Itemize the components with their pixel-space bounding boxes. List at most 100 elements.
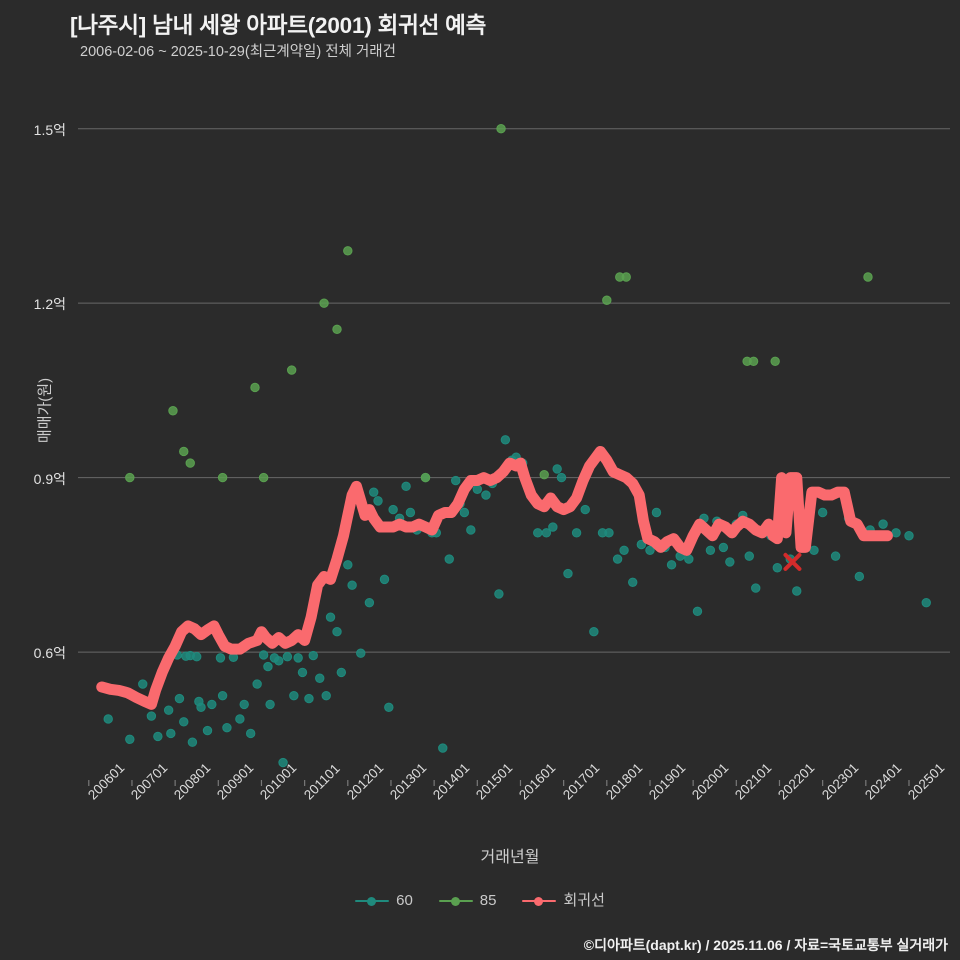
scatter-point-60-41	[332, 627, 342, 637]
scatter-point-60-20	[222, 722, 232, 733]
scatter-point-60-44	[347, 580, 357, 590]
x-marker-stroke-2	[783, 552, 802, 571]
scatter-point-60-39	[321, 690, 331, 701]
scatter-point-60-8	[174, 693, 185, 704]
legend-item-회귀선[interactable]: 회귀선	[522, 892, 605, 909]
legend-item-60[interactable]: 60	[355, 893, 413, 908]
scatter-point-60-68	[494, 589, 504, 599]
page-title: [나주시] 남내 세왕 아파트(2001) 회귀선 예측	[70, 13, 487, 38]
scatter-point-60-110	[792, 586, 802, 596]
scatter-point-60-2	[138, 679, 148, 689]
scatter-point-60-100	[725, 557, 735, 567]
scatter-point-60-47	[369, 487, 379, 497]
scatter-point-60-15	[196, 702, 206, 713]
scatter-point-60-24	[245, 728, 256, 739]
scatter-point-85-21	[863, 272, 873, 282]
scatter-point-60-33	[289, 690, 299, 701]
scatter-point-60-87	[628, 577, 638, 587]
scatter-point-60-1	[125, 734, 135, 744]
scatter-point-60-85	[612, 554, 623, 564]
scatter-point-60-104	[751, 583, 761, 593]
scatter-point-60-34	[293, 653, 303, 663]
legend-swatch-icon	[522, 895, 557, 907]
scatter-point-60-59	[438, 743, 448, 753]
scatter-point-60-48	[373, 496, 383, 506]
scatter-point-85-5	[250, 382, 260, 393]
scatter-point-60-38	[315, 673, 325, 683]
scatter-point-60-35	[297, 667, 308, 678]
scatter-point-60-17	[207, 699, 217, 710]
x-axis-title: 거래년월	[480, 849, 540, 866]
scatter-point-60-82	[589, 627, 599, 637]
scatter-point-60-3	[146, 711, 157, 721]
scatter-point-60-23	[239, 699, 249, 710]
legend-swatch-icon	[355, 895, 390, 907]
scatter-point-60-12	[187, 737, 198, 747]
scatter-point-60-103	[744, 551, 754, 561]
scatter-point-60-46	[364, 597, 375, 608]
scatter-point-60-4	[153, 731, 163, 742]
gridlines	[78, 128, 950, 653]
scatter-point-60-28	[265, 699, 275, 710]
scatter-point-60-95	[692, 606, 703, 617]
scatter-point-85-17	[621, 272, 631, 282]
highlight-x-marker	[783, 552, 802, 571]
scatter-point-85-9	[332, 324, 342, 335]
regression-line	[96, 445, 893, 710]
scatter-point-60-27	[263, 661, 273, 672]
scatter-point-60-64	[466, 525, 476, 535]
scatter-point-85-0	[125, 472, 135, 483]
legend-label: 60	[396, 892, 413, 909]
scatter-point-60-42	[336, 667, 347, 678]
scatter-point-60-107	[772, 563, 783, 573]
scatter-point-60-75	[541, 528, 552, 538]
scatter-point-60-84	[604, 528, 614, 538]
scatter-point-85-6	[258, 472, 269, 483]
scatter-point-60-0	[103, 714, 113, 724]
scatter-point-60-77	[552, 464, 562, 474]
scatter-point-60-113	[817, 507, 828, 518]
scatter-point-60-30	[274, 656, 284, 666]
scatter-point-60-88	[636, 539, 647, 550]
scatter-point-85-19	[748, 356, 759, 367]
scatter-point-85-7	[286, 365, 297, 375]
legend-item-85[interactable]: 85	[438, 893, 496, 908]
chart-legend: 60 85 회귀선	[0, 893, 960, 908]
scatter-point-60-18	[215, 653, 226, 663]
legend-label: 회귀선	[563, 892, 605, 909]
scatter-point-60-76	[548, 522, 558, 532]
scatter-point-60-79	[563, 568, 573, 579]
scatter-point-85-1	[168, 406, 178, 416]
scatter-point-60-94	[684, 554, 694, 564]
scatter-point-60-112	[809, 545, 819, 555]
scatter-point-60-116	[854, 571, 865, 582]
scatter-point-60-54	[405, 507, 416, 518]
scatter-point-60-65	[472, 484, 483, 494]
scatter-point-60-92	[666, 560, 677, 570]
x-tick-marks	[88, 780, 910, 786]
scatter-point-60-60	[444, 554, 454, 564]
series-85	[125, 124, 873, 483]
scatter-point-60-25	[252, 679, 262, 689]
scatter-point-60-6	[166, 728, 176, 739]
y-tick-label-1.2억: 1.2억	[33, 296, 66, 313]
scatter-point-60-40	[325, 612, 336, 622]
scatter-point-60-13	[192, 652, 202, 662]
scatter-point-60-49	[379, 574, 390, 585]
scatter-point-85-3	[185, 458, 195, 468]
scatter-point-85-14	[539, 470, 549, 480]
scatter-point-60-26	[258, 650, 269, 660]
scatter-point-60-119	[891, 528, 901, 538]
scatter-point-85-15	[602, 295, 612, 305]
series-회귀선	[96, 445, 893, 710]
scatter-point-60-43	[343, 560, 353, 570]
scatter-point-60-63	[459, 507, 470, 518]
y-tick-label-0.6억: 0.6억	[33, 645, 66, 662]
scatter-point-60-86	[619, 545, 629, 555]
scatter-point-60-19	[217, 690, 228, 701]
scatter-point-60-74	[533, 528, 543, 538]
scatter-point-85-2	[179, 446, 189, 457]
scatter-point-85-10	[343, 246, 353, 256]
scatter-point-60-45	[356, 648, 366, 658]
